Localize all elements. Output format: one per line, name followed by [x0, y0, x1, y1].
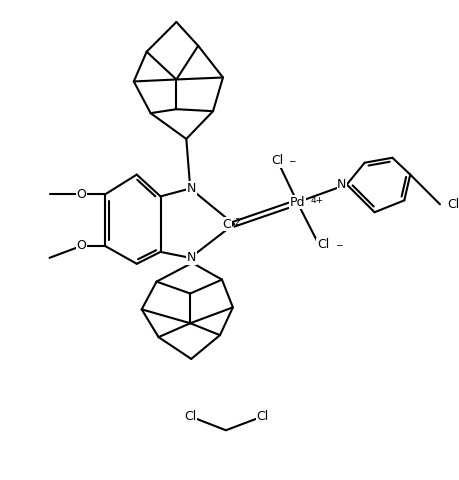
Text: Pd: Pd — [289, 196, 304, 209]
Text: 2: 2 — [233, 218, 239, 227]
Text: O: O — [76, 240, 86, 252]
Text: Cl: Cl — [271, 154, 283, 167]
Text: C: C — [222, 217, 231, 231]
Text: O: O — [76, 188, 86, 201]
Text: N: N — [336, 178, 346, 191]
Text: Cl: Cl — [446, 198, 458, 211]
Text: N: N — [186, 182, 196, 195]
Text: −: − — [288, 156, 295, 165]
Text: Cl: Cl — [184, 410, 196, 423]
Text: Cl: Cl — [256, 410, 268, 423]
Text: 4+: 4+ — [309, 196, 323, 205]
Text: N: N — [186, 252, 196, 264]
Text: Cl: Cl — [316, 239, 329, 252]
Text: −: − — [334, 240, 341, 249]
